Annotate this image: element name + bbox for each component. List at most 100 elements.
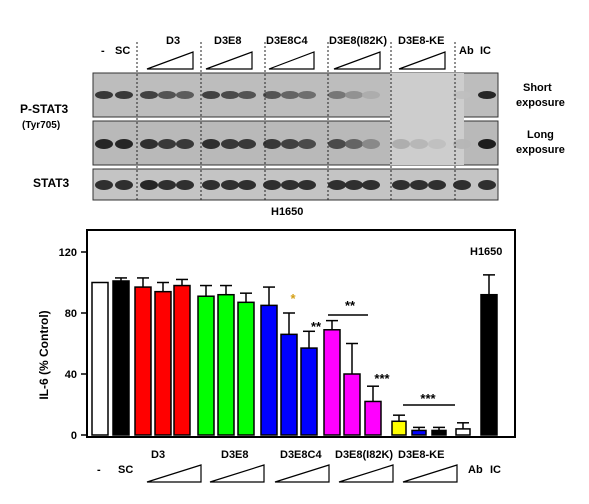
blot-group-separators: [136, 42, 456, 202]
blot-group-label-d3e8-ke: D3E8-KE: [398, 35, 444, 47]
exposure-short-line1: Short: [523, 82, 552, 94]
pstat3-long-band: [328, 139, 346, 149]
blot-group-label-d3: D3: [166, 35, 180, 47]
pstat3-long-band: [221, 139, 239, 149]
x-label-ab: Ab: [468, 464, 483, 476]
significance-marker: **: [311, 319, 322, 334]
pstat3-short-band: [140, 91, 158, 99]
lane-label-ic: IC: [480, 45, 491, 57]
lane-label-neg: -: [101, 45, 105, 57]
chart-dose-triangle-d3e8-i82k: [338, 464, 394, 483]
bands-pstat3-short: [95, 91, 496, 99]
pstat3-long-band: [263, 139, 281, 149]
bar: [91, 281, 109, 436]
bar: [154, 290, 172, 436]
pstat3-long-band: [281, 139, 299, 149]
chart-bars: [91, 274, 498, 436]
stat3-band: [202, 180, 220, 190]
pstat3-long-band: [158, 139, 176, 149]
x-label-sc: SC: [118, 464, 133, 476]
x-group-label-d3: D3: [151, 449, 165, 461]
chart-plot-frame: [86, 229, 516, 438]
significance-marker: ***: [420, 391, 436, 406]
bar: [364, 400, 382, 436]
blot-blank-region: [390, 73, 464, 165]
row-label-pstat3: P-STAT3: [20, 102, 69, 116]
pstat3-long-band: [428, 139, 446, 149]
dose-triangle-d3e8: [205, 51, 253, 70]
chart-dose-triangle-d3: [146, 464, 202, 483]
bar: [300, 347, 318, 436]
blot-dose-triangles: [146, 51, 446, 70]
row-label-tyr705: (Tyr705): [22, 120, 60, 131]
bar: [134, 286, 152, 436]
bar: [455, 428, 471, 436]
significance-marker: *: [290, 291, 296, 306]
chart-dose-triangle-d3e8c4: [274, 464, 330, 483]
stat3-band: [221, 180, 239, 190]
chart-annotation-h1650: H1650: [470, 246, 502, 258]
bar: [280, 333, 298, 436]
x-group-label-d3e8-ke: D3E8-KE: [398, 449, 444, 461]
pstat3-long-band: [176, 139, 194, 149]
bands-stat3: [95, 180, 496, 190]
bar: [343, 373, 361, 436]
chart-dose-triangle-d3e8-ke: [402, 464, 458, 483]
bar: [431, 429, 447, 436]
bar: [237, 301, 255, 436]
pstat3-long-band: [238, 139, 256, 149]
pstat3-short-band: [298, 91, 316, 99]
stat3-band: [453, 180, 471, 190]
pstat3-long-band: [202, 139, 220, 149]
stat3-band: [428, 180, 446, 190]
stat3-band: [176, 180, 194, 190]
y-tick-label: 120: [59, 247, 77, 259]
stat3-band: [345, 180, 363, 190]
y-tick-label: 80: [65, 308, 77, 320]
bar: [260, 304, 278, 436]
pstat3-short-band: [263, 91, 281, 99]
stat3-band: [158, 180, 176, 190]
y-tick-label: 0: [71, 430, 77, 442]
dose-triangle-d3e8-i82k: [333, 51, 381, 70]
stat3-band: [238, 180, 256, 190]
pstat3-short-band: [281, 91, 299, 99]
chart-y-axis-label: IL-6 (% Control): [37, 310, 51, 399]
pstat3-short-band: [202, 91, 220, 99]
blot-group-label-d3e8-i82k: D3E8(I82K): [329, 35, 387, 47]
pstat3-long-band: [95, 139, 113, 149]
dose-triangle-d3e8-ke: [398, 51, 446, 70]
stat3-band: [115, 180, 133, 190]
pstat3-long-band: [298, 139, 316, 149]
stat3-band: [263, 180, 281, 190]
blot-cell-line-label: H1650: [271, 206, 303, 218]
stat3-band: [328, 180, 346, 190]
pstat3-short-band: [221, 91, 239, 99]
pstat3-long-band: [392, 139, 410, 149]
x-label-ic: IC: [490, 464, 501, 476]
blot-group-label-d3e8c4: D3E8C4: [266, 35, 308, 47]
row-label-stat3: STAT3: [33, 176, 70, 190]
pstat3-long-band: [115, 139, 133, 149]
bar: [217, 293, 235, 436]
bar: [391, 420, 407, 436]
chart-dose-triangles: [146, 464, 458, 483]
x-group-label-d3e8c4: D3E8C4: [280, 449, 322, 461]
stat3-band: [298, 180, 316, 190]
pstat3-long-band: [453, 139, 471, 149]
exposure-long-line2: exposure: [516, 144, 565, 156]
stat3-band: [95, 180, 113, 190]
stat3-band: [281, 180, 299, 190]
stat3-band: [140, 180, 158, 190]
significance-marker: ***: [374, 371, 390, 386]
pstat3-short-band: [158, 91, 176, 99]
pstat3-short-band: [345, 91, 363, 99]
pstat3-short-band: [362, 91, 380, 99]
stat3-band: [392, 180, 410, 190]
significance-marker: **: [345, 298, 356, 313]
exposure-long-line1: Long: [527, 129, 554, 141]
chart-y-ticks: 0 40 80 120: [59, 247, 87, 442]
pstat3-long-band: [345, 139, 363, 149]
